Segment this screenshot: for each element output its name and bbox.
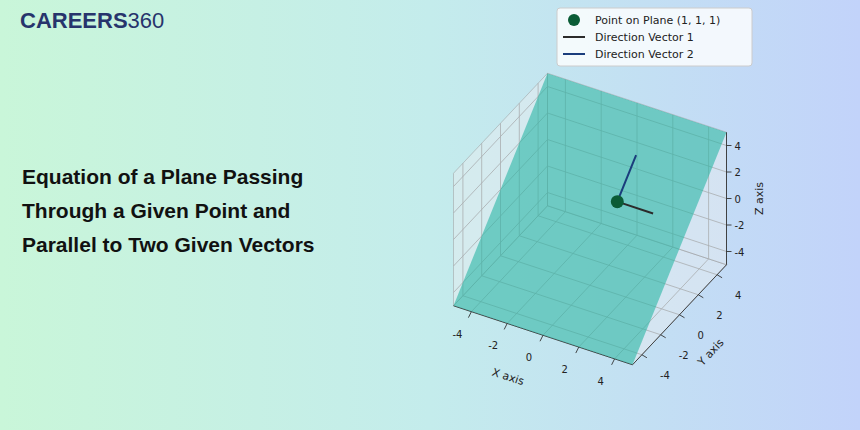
banner: CAREERS360 Equation of a Plane Passing Thr… xyxy=(0,0,860,430)
axis-label: Y axis xyxy=(695,336,727,369)
tick-label: 4 xyxy=(735,290,741,301)
tick-label: -2 xyxy=(679,350,689,361)
tick xyxy=(504,323,507,329)
tick-label: 0 xyxy=(698,330,704,341)
legend-line xyxy=(563,36,585,38)
plane xyxy=(454,73,727,365)
legend-box xyxy=(557,8,752,66)
headline: Parallel to Two Given Vectors xyxy=(22,233,315,256)
tick-label: 4 xyxy=(597,376,603,387)
brand: CAREERS360 xyxy=(20,8,164,33)
legend-label: Direction Vector 2 xyxy=(595,48,694,61)
tick xyxy=(717,275,722,278)
tick-label: 0 xyxy=(526,352,532,363)
axis-label: Z axis xyxy=(753,182,766,215)
tick-label: 2 xyxy=(716,310,722,321)
tick xyxy=(576,347,579,353)
brand-number: 360 xyxy=(128,8,165,33)
tick xyxy=(468,312,471,318)
tick xyxy=(680,315,685,318)
brand-name: CAREERS xyxy=(20,8,128,33)
tick-label: -4 xyxy=(660,370,670,381)
tick xyxy=(727,172,732,173)
legend-label: Direction Vector 1 xyxy=(595,31,694,44)
axis-label: X axis xyxy=(490,366,526,389)
tick xyxy=(540,335,543,341)
tick-label: 4 xyxy=(735,141,741,152)
tick xyxy=(698,295,703,298)
headline: Through a Given Point and xyxy=(22,199,290,222)
tick-label: 2 xyxy=(735,167,741,178)
tick xyxy=(727,251,732,252)
tick xyxy=(727,145,732,146)
legend-marker xyxy=(568,14,580,26)
legend-line xyxy=(563,53,585,55)
tick xyxy=(727,198,732,199)
tick-label: 0 xyxy=(735,194,741,205)
legend: Point on Plane (1, 1, 1) Direction Vector… xyxy=(557,8,752,66)
tick-label: -4 xyxy=(452,329,462,340)
tick xyxy=(642,355,647,358)
tick-label: -4 xyxy=(735,247,745,258)
point xyxy=(611,195,624,208)
tick-label: 2 xyxy=(562,364,568,375)
legend-label: Point on Plane (1, 1, 1) xyxy=(595,14,720,27)
tick xyxy=(661,335,666,338)
tick xyxy=(612,359,615,365)
direction-vector xyxy=(617,155,636,202)
tick-label: -2 xyxy=(488,340,498,351)
tick-label: -2 xyxy=(735,220,745,231)
tick xyxy=(727,225,732,226)
headline: Equation of a Plane Passing xyxy=(22,165,303,188)
plot-area xyxy=(454,73,727,365)
